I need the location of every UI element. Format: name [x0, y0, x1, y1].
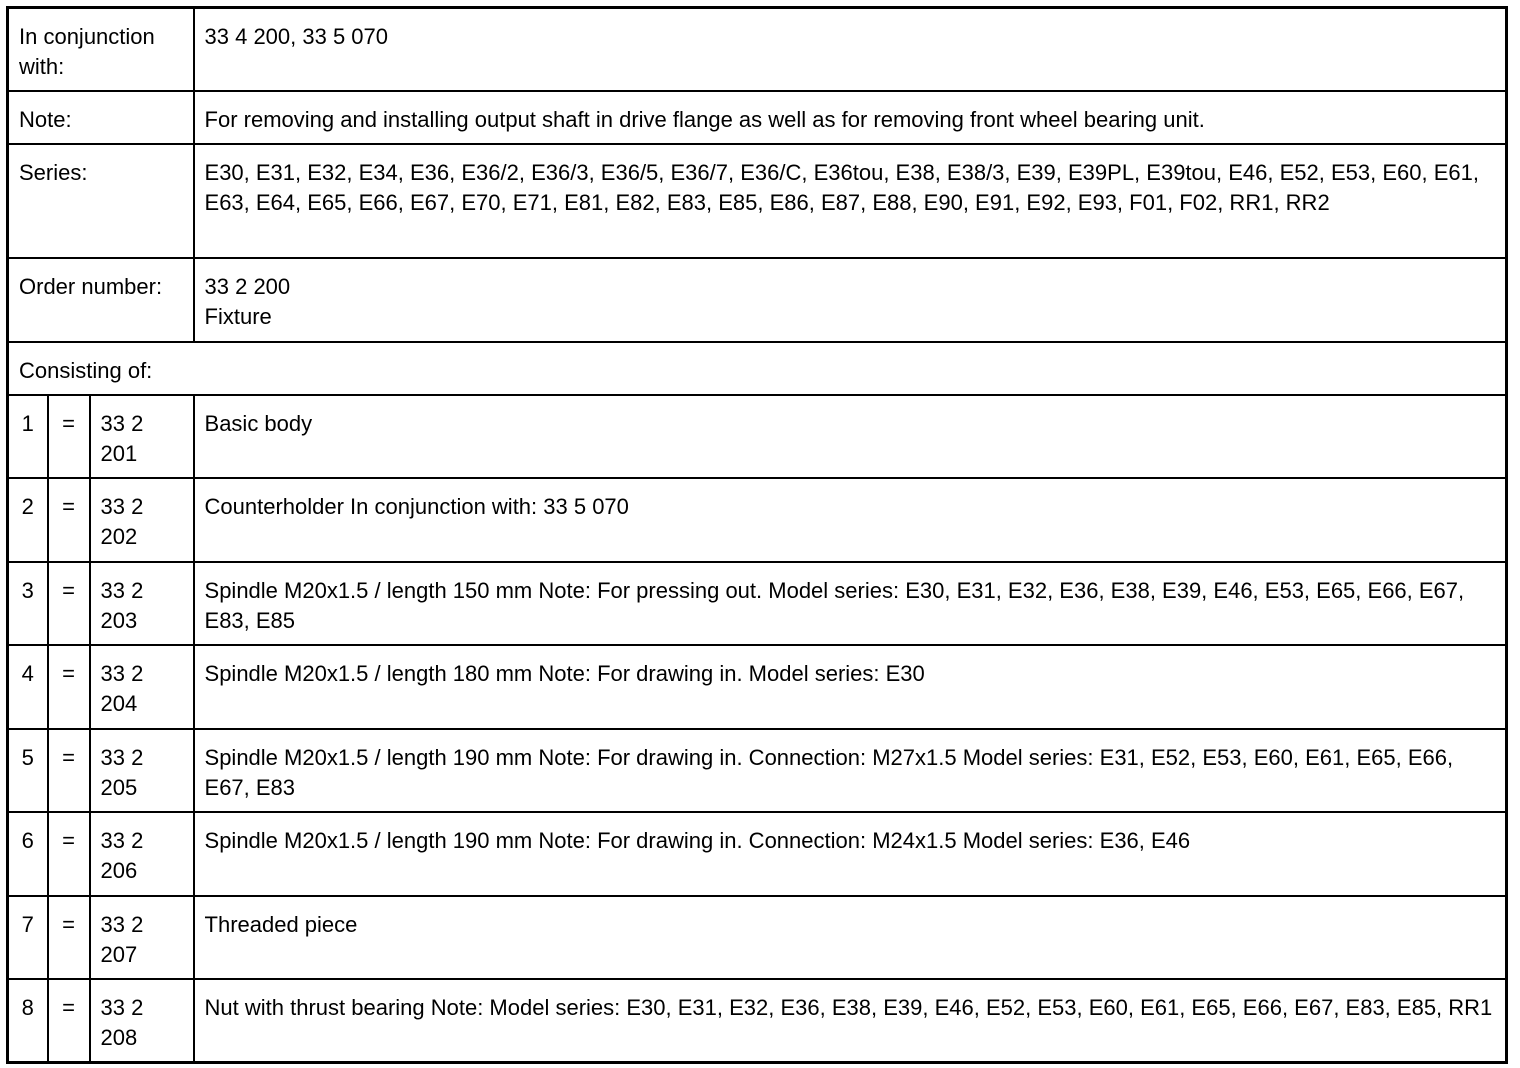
info-row-conjunction: In conjunction with: 33 4 200, 33 5 070: [6, 6, 1508, 92]
row-label: In conjunction with:: [6, 6, 195, 92]
order-name: Fixture: [204, 303, 272, 329]
item-row: 7 = 33 2 207 Threaded piece: [6, 894, 1508, 980]
item-description: Nut with thrust bearing Note: Model seri…: [192, 978, 1508, 1064]
row-value: 33 2 200 Fixture: [192, 256, 1508, 343]
row-label: Note:: [6, 89, 195, 145]
item-row: 4 = 33 2 204 Spindle M20x1.5 / length 180 m…: [6, 644, 1508, 730]
item-equals: =: [46, 978, 91, 1064]
consisting-of-label: Consisting of:: [6, 340, 1508, 396]
item-number: 5: [6, 727, 49, 813]
info-row-note: Note: For removing and installing output…: [6, 89, 1508, 145]
item-number: 6: [6, 811, 49, 897]
info-row-series: Series: E30, E31, E32, E34, E36, E36/2, …: [6, 142, 1508, 259]
row-label: Order number:: [6, 256, 195, 343]
item-equals: =: [46, 393, 91, 479]
item-description: Counterholder In conjunction with: 33 5 …: [192, 477, 1508, 563]
item-description: Threaded piece: [192, 894, 1508, 980]
item-number: 1: [6, 393, 49, 479]
item-row: 6 = 33 2 206 Spindle M20x1.5 / length 190 m…: [6, 811, 1508, 897]
item-part-number: 33 2 201: [88, 393, 195, 479]
row-value: E30, E31, E32, E34, E36, E36/2, E36/3, E…: [192, 142, 1508, 259]
item-description: Spindle M20x1.5 / length 190 mm Note: Fo…: [192, 727, 1508, 813]
item-equals: =: [46, 894, 91, 980]
item-description: Spindle M20x1.5 / length 150 mm Note: Fo…: [192, 560, 1508, 646]
row-label: Series:: [6, 142, 195, 259]
row-value: For removing and installing output shaft…: [192, 89, 1508, 145]
item-equals: =: [46, 811, 91, 897]
item-number: 3: [6, 560, 49, 646]
item-number: 4: [6, 644, 49, 730]
item-description: Spindle M20x1.5 / length 190 mm Note: Fo…: [192, 811, 1508, 897]
item-part-number: 33 2 204: [88, 644, 195, 730]
item-equals: =: [46, 727, 91, 813]
item-part-number: 33 2 202: [88, 477, 195, 563]
consisting-of-row: Consisting of:: [6, 340, 1508, 396]
item-part-number: 33 2 205: [88, 727, 195, 813]
item-part-number: 33 2 206: [88, 811, 195, 897]
item-row: 2 = 33 2 202 Counterholder In conjunction w…: [6, 477, 1508, 563]
item-equals: =: [46, 560, 91, 646]
info-row-order-number: Order number: 33 2 200 Fixture: [6, 256, 1508, 343]
item-description: Spindle M20x1.5 / length 180 mm Note: Fo…: [192, 644, 1508, 730]
item-number: 8: [6, 978, 49, 1064]
special-tool-table: In conjunction with: 33 4 200, 33 5 070 …: [6, 6, 1508, 1064]
item-equals: =: [46, 644, 91, 730]
item-number: 2: [6, 477, 49, 563]
item-part-number: 33 2 207: [88, 894, 195, 980]
item-number: 7: [6, 894, 49, 980]
item-description: Basic body: [192, 393, 1508, 479]
item-row: 5 = 33 2 205 Spindle M20x1.5 / length 190 m…: [6, 727, 1508, 813]
item-part-number: 33 2 203: [88, 560, 195, 646]
item-row: 1 = 33 2 201 Basic body: [6, 393, 1508, 479]
order-number: 33 2 200: [204, 273, 291, 299]
item-equals: =: [46, 477, 91, 563]
item-part-number: 33 2 208: [88, 978, 195, 1064]
row-value: 33 4 200, 33 5 070: [192, 6, 1508, 92]
item-row: 8 = 33 2 208 Nut with thrust bearing Note: …: [6, 978, 1508, 1064]
item-row: 3 = 33 2 203 Spindle M20x1.5 / length 150 m…: [6, 560, 1508, 646]
